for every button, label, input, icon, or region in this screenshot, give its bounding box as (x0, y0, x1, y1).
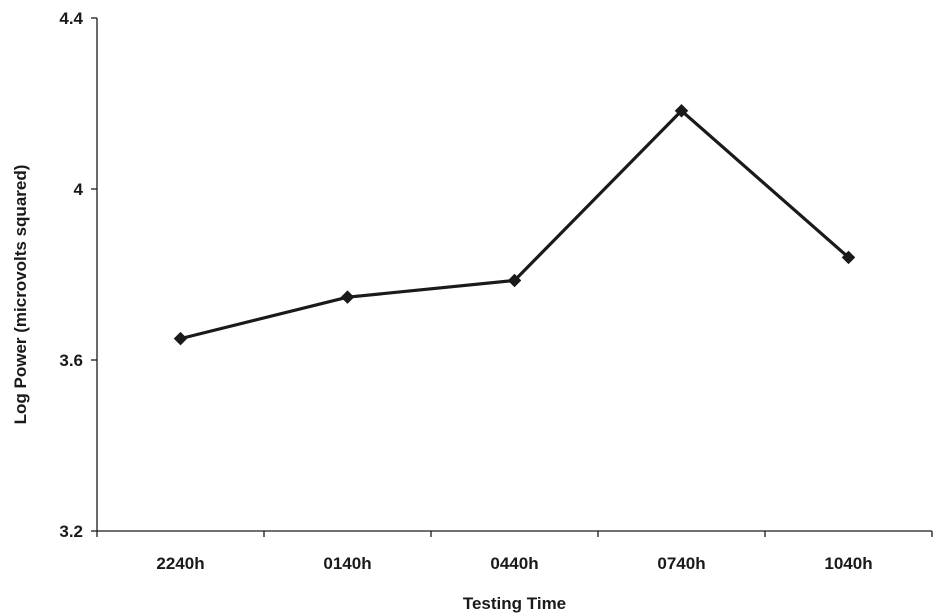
y-tick-label: 4.4 (59, 9, 83, 28)
data-point-0740h (674, 103, 689, 118)
series-line (180, 109, 850, 341)
data-point-1040h (841, 250, 856, 265)
y-axis-title: Log Power (microvolts squared) (11, 165, 30, 425)
x-tick-label: 0440h (490, 554, 538, 573)
y-tick-label: 4 (74, 180, 84, 199)
y-tick-label: 3.2 (59, 522, 83, 541)
tick-labels: 3.2 3.6 4 4.4 2240h 0140h 0440h 0740h 1040h (59, 9, 872, 573)
y-tick-label: 3.6 (59, 351, 83, 370)
x-axis-title: Testing Time (463, 594, 566, 613)
series-lines (180, 109, 850, 341)
tick-marks (91, 17, 933, 537)
data-point-0440h (507, 273, 522, 288)
x-tick-label: 0740h (657, 554, 705, 573)
data-point-0140h (340, 290, 355, 305)
x-tick-label: 2240h (156, 554, 204, 573)
x-tick-label: 1040h (824, 554, 872, 573)
data-point-2240h (173, 331, 188, 346)
x-tick-label: 0140h (323, 554, 371, 573)
data-markers (173, 103, 856, 346)
axes (96, 18, 932, 532)
